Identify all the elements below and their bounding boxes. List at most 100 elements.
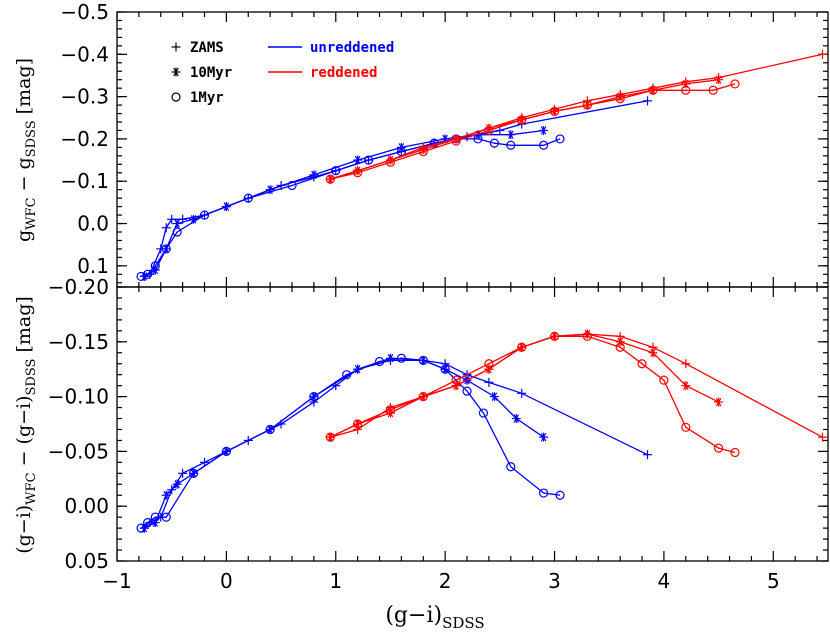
plus-marker [167,214,177,224]
legend-label-zams: ZAMS [190,40,224,56]
star-marker [506,130,516,140]
circle-marker [659,375,669,385]
star-marker [161,490,171,500]
circle-marker [478,408,489,418]
series-line [144,357,544,529]
circle-marker [396,353,406,363]
circle-marker [517,342,527,352]
series-unreddened-ZAMS [139,96,653,281]
legend-label-1myr: 1Myr [190,90,224,106]
circle-marker [221,446,231,456]
series-line [330,333,823,438]
plus-marker [178,468,188,478]
circle-marker [325,174,335,184]
circle-marker [506,140,516,150]
y-tick-label: 0.00 [64,494,109,518]
circle-marker [549,106,560,117]
series-line [330,83,736,180]
circle-marker [171,92,181,102]
circle-marker [342,370,352,380]
circle-marker [440,364,450,374]
circle-marker [172,227,182,237]
series-line [330,335,736,454]
circle-marker [325,432,335,442]
circle-marker [143,518,153,528]
circle-marker [484,125,494,136]
circle-marker [473,134,483,144]
x-tick-label: 1 [329,569,342,593]
circle-marker [243,193,253,203]
series-reddened-ZAMS [325,49,828,184]
star-marker [150,518,160,528]
circle-marker [730,79,740,89]
x-axis-label: (g−i)SDSS [385,603,484,632]
circle-marker [265,424,275,435]
plus-marker [161,223,171,233]
circle-marker [143,269,153,279]
circle-marker [136,271,146,282]
circle-marker [615,342,625,352]
star-marker [714,75,724,85]
top-panel: 0.1 0.0 −0.1 −0.2 −0.3 −0.4 −0.5 [60,0,829,288]
circle-marker [582,100,592,110]
circle-marker [353,419,363,429]
x-tick-label: 0 [220,569,233,593]
x-tick-label: −1 [102,569,131,593]
y-tick-label: −0.5 [60,0,109,24]
star-marker [648,348,658,358]
star-marker [681,381,691,391]
plus-marker [171,42,181,52]
circle-marker [506,462,516,472]
circle-marker [648,85,658,95]
circle-marker [708,85,718,95]
circle-marker [353,168,363,178]
star-marker [171,67,181,77]
y-tick-label: −0.05 [48,439,109,463]
circle-marker [462,386,472,396]
legend-label-10myr: 10Myr [190,65,232,81]
star-marker [511,414,521,424]
series-reddened-10Myr [325,75,724,184]
circle-marker [287,180,297,191]
circle-marker [484,359,494,369]
circle-marker [418,147,428,157]
circle-marker [582,331,592,341]
series-unreddened-1Myr [136,134,565,282]
circle-marker [681,85,691,95]
plot-frame [116,286,829,562]
circle-marker [451,375,461,385]
star-marker [385,353,395,363]
circle-marker [385,157,396,167]
series-reddened-1Myr [325,79,740,184]
circle-marker [555,490,565,500]
series-line [143,359,648,529]
circle-marker [681,422,691,432]
circle-marker [309,392,319,402]
star-marker [172,479,182,489]
circle-marker [637,359,647,369]
x-tick-label: 2 [439,569,452,593]
circle-marker [538,488,549,498]
circle-marker [150,512,160,522]
series-line [144,100,648,278]
x-tick-label: 3 [548,569,561,593]
circle-marker [188,468,199,478]
circle-marker [730,447,740,458]
y-tick-label: −0.2 [60,127,109,151]
plus-marker [517,388,527,398]
circle-marker [549,331,560,341]
y-tick-label: 0.1 [77,254,109,278]
plus-marker [681,359,691,369]
legend-label-unreddened: unreddened [310,40,394,56]
legend: ZAMS 10Myr 1Myr unreddened reddened [171,40,394,106]
plus-marker [818,49,828,59]
circle-marker [615,94,625,104]
bottom-panel: 0.05 0.00 −0.05 −0.10 −0.15 −0.20 −1 0 1 2 3 4 5 [48,275,829,593]
series-line [140,138,561,278]
star-marker [489,392,499,402]
star-marker [539,432,549,442]
series-unreddened-10Myr [139,125,549,281]
circle-marker [161,512,171,522]
axis-labels: gWFC − gSDSS [mag] (g−i)WFC − (g−i)SDSS [… [13,58,485,632]
y-tick-label: 0.0 [77,212,109,236]
